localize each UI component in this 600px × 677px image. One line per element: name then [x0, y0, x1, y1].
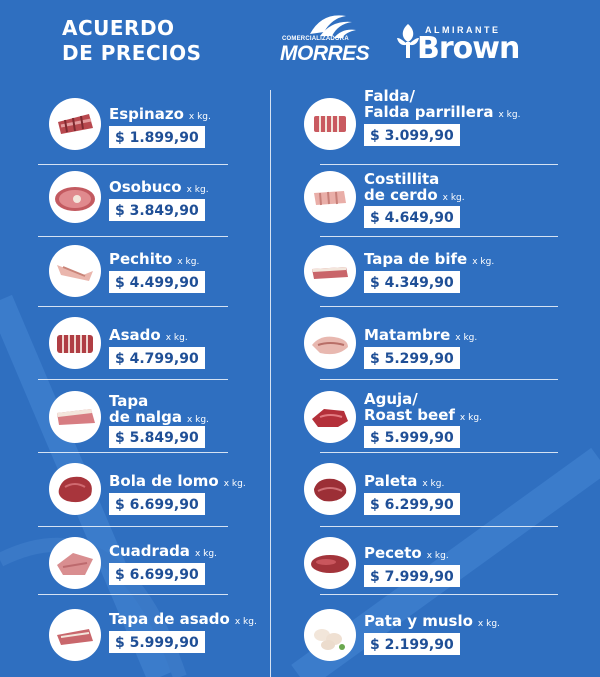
- price-tag: $ 4.649,90: [364, 206, 460, 228]
- osobuco-icon: [49, 171, 101, 223]
- row-divider: [320, 306, 558, 307]
- product-name: Peceto x kg.: [364, 544, 449, 562]
- product-name: Asado x kg.: [109, 326, 188, 344]
- product-name: Pata y muslo x kg.: [364, 612, 500, 630]
- product-falda: Falda/Falda parrillera x kg. $ 3.099,90: [304, 88, 574, 168]
- chicken-legs-icon: [304, 609, 356, 661]
- tapa-bife-icon: [304, 245, 356, 297]
- product-pechito: Pechito x kg. $ 4.499,90: [49, 245, 319, 315]
- tapa-asado-icon: [49, 609, 101, 661]
- product-espinazo: Espinazo x kg. $ 1.899,90: [49, 98, 319, 168]
- product-name: Aguja/Roast beef x kg.: [364, 390, 482, 424]
- header: ACUERDO DE PRECIOS COMERCIALIZADORA MORR…: [0, 0, 600, 80]
- product-name: Bola de lomo x kg.: [109, 472, 246, 490]
- row-divider: [320, 526, 558, 527]
- price-tag: $ 4.499,90: [109, 271, 205, 293]
- costillita-cerdo-icon: [304, 171, 356, 223]
- product-name: Falda/Falda parrillera x kg.: [364, 87, 521, 121]
- spine-cut-icon: [49, 98, 101, 150]
- row-divider: [38, 306, 228, 307]
- price-tag: $ 7.999,90: [364, 565, 460, 587]
- product-name: Tapa de asado x kg.: [109, 610, 257, 628]
- product-name: Pechito x kg.: [109, 250, 200, 268]
- row-divider: [38, 236, 228, 237]
- product-name: Matambre x kg.: [364, 326, 478, 344]
- title-line-2: DE PRECIOS: [62, 41, 202, 65]
- product-asado: Asado x kg. $ 4.799,90: [49, 317, 319, 387]
- swoosh-icon: [310, 15, 356, 38]
- morres-logo: COMERCIALIZADORA MORRES: [280, 10, 372, 66]
- tapa-nalga-icon: [49, 391, 101, 443]
- bola-lomo-icon: [49, 463, 101, 515]
- brown-subtitle: ALMIRANTE: [425, 25, 501, 35]
- row-divider: [320, 594, 558, 595]
- matambre-icon: [304, 317, 356, 369]
- asado-ribs-icon: [49, 317, 101, 369]
- price-tag: $ 5.999,90: [364, 426, 460, 448]
- product-cuadrada: Cuadrada x kg. $ 6.699,90: [49, 537, 319, 607]
- price-tag: $ 6.699,90: [109, 493, 205, 515]
- row-divider: [320, 379, 558, 380]
- product-peceto: Peceto x kg. $ 7.999,90: [304, 537, 574, 607]
- morres-subtitle: COMERCIALIZADORA: [282, 36, 349, 42]
- price-tag: $ 4.799,90: [109, 347, 205, 369]
- price-tag: $ 3.099,90: [364, 124, 460, 146]
- row-divider: [38, 379, 228, 380]
- product-costillita-de-cerdo: Costillita de cerdo x kg. $ 4.649,90: [304, 171, 574, 241]
- product-tapa-de-asado: Tapa de asado x kg. $ 5.999,90: [49, 609, 319, 677]
- brown-name: Brown: [417, 31, 520, 66]
- row-divider: [38, 526, 228, 527]
- price-tag: $ 6.299,90: [364, 493, 460, 515]
- product-tapa-de-bife: Tapa de bife x kg. $ 4.349,90: [304, 245, 574, 315]
- falda-icon: [304, 98, 356, 150]
- product-name: Tapa de bife x kg.: [364, 250, 495, 268]
- product-osobuco: Osobuco x kg. $ 3.849,90: [49, 171, 319, 241]
- morres-name: MORRES: [280, 42, 370, 65]
- price-tag: $ 6.699,90: [109, 563, 205, 585]
- roast-beef-icon: [304, 391, 356, 443]
- product-tapa-de-nalga: Tapa de nalga x kg. $ 5.849,90: [49, 391, 319, 461]
- row-divider: [38, 452, 228, 453]
- peceto-icon: [304, 537, 356, 589]
- product-pata-y-muslo: Pata y muslo x kg. $ 2.199,90: [304, 609, 574, 677]
- price-tag: $ 3.849,90: [109, 199, 205, 221]
- product-matambre: Matambre x kg. $ 5.299,90: [304, 317, 574, 387]
- almirante-brown-logo: ALMIRANTE Brown: [395, 22, 520, 66]
- product-paleta: Paleta x kg. $ 6.299,90: [304, 463, 574, 533]
- product-name: Tapa de nalga x kg.: [109, 392, 209, 426]
- price-tag: $ 1.899,90: [109, 126, 205, 148]
- product-name: Cuadrada x kg.: [109, 542, 217, 560]
- fleur-icon: [397, 24, 419, 58]
- product-name: Costillita de cerdo x kg.: [364, 170, 465, 204]
- pechito-icon: [49, 245, 101, 297]
- price-tag: $ 4.349,90: [364, 271, 460, 293]
- product-bola-de-lomo: Bola de lomo x kg. $ 6.699,90: [49, 463, 319, 533]
- title-line-1: ACUERDO: [62, 16, 175, 40]
- row-divider: [320, 452, 558, 453]
- product-name: Paleta x kg.: [364, 472, 445, 490]
- row-divider: [38, 164, 228, 165]
- price-tag: $ 2.199,90: [364, 633, 460, 655]
- row-divider: [320, 164, 558, 165]
- price-tag: $ 5.299,90: [364, 347, 460, 369]
- column-divider: [270, 90, 271, 677]
- product-name: Osobuco x kg.: [109, 178, 209, 196]
- product-roast-beef: Aguja/Roast beef x kg. $ 5.999,90: [304, 391, 574, 461]
- price-tag: $ 5.849,90: [109, 426, 205, 448]
- page-title: ACUERDO DE PRECIOS: [62, 16, 201, 66]
- row-divider: [320, 236, 558, 237]
- row-divider: [38, 594, 228, 595]
- cuadrada-icon: [49, 537, 101, 589]
- price-tag: $ 5.999,90: [109, 631, 205, 653]
- product-name: Espinazo x kg.: [109, 105, 211, 123]
- paleta-icon: [304, 463, 356, 515]
